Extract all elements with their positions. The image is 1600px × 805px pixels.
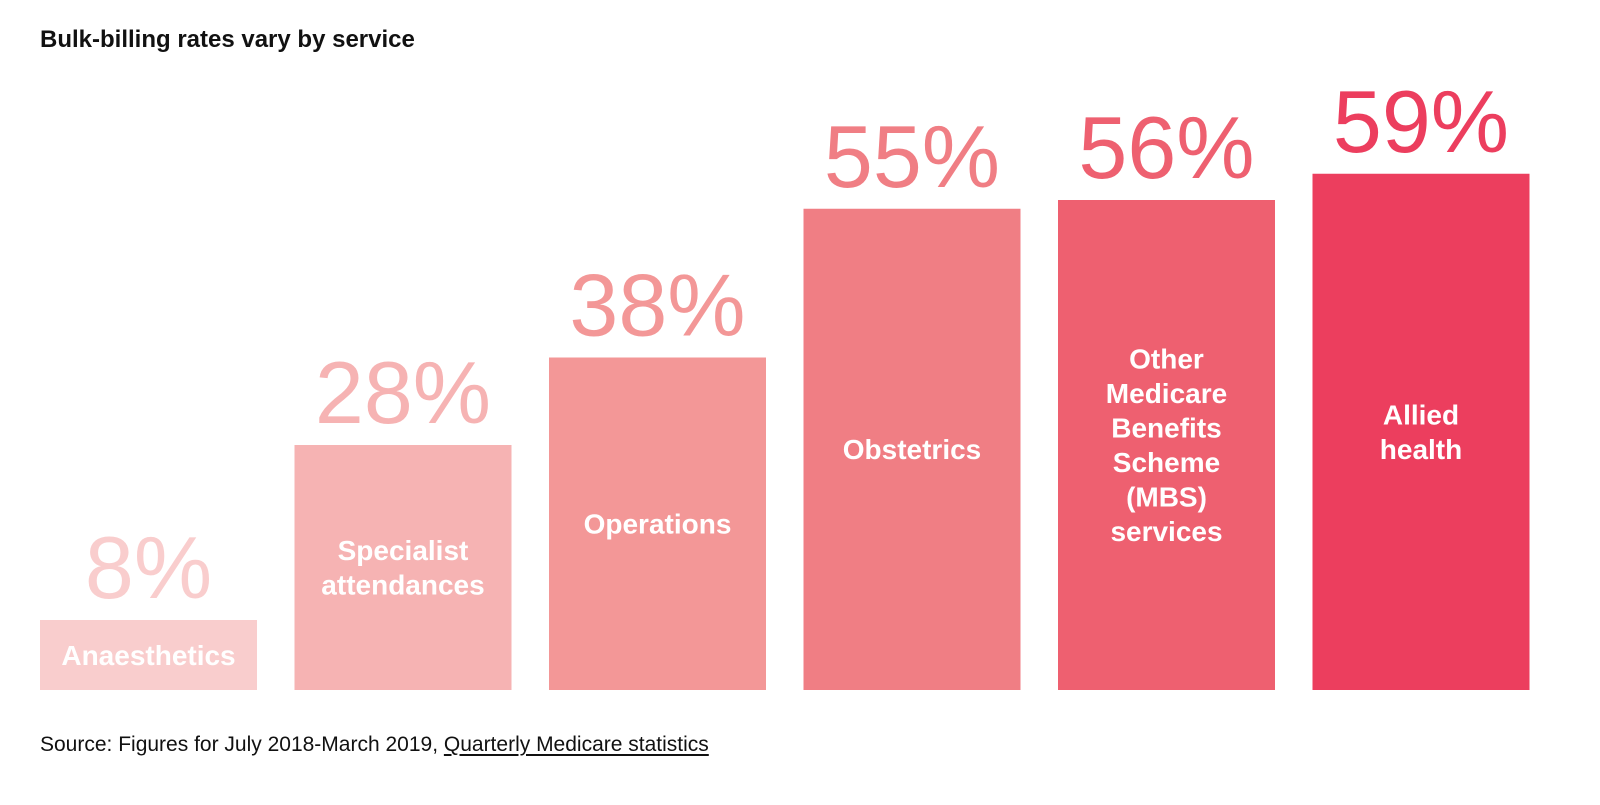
category-label-line: (MBS) bbox=[1126, 482, 1207, 513]
category-label-line: Other bbox=[1129, 344, 1204, 375]
category-label-line: Allied bbox=[1383, 399, 1459, 430]
category-label-line: Scheme bbox=[1113, 447, 1220, 478]
category-label-line: Specialist bbox=[338, 535, 469, 566]
category-label-line: Anaesthetics bbox=[61, 640, 235, 671]
value-label-obstetrics: 55% bbox=[824, 107, 1000, 206]
value-label-anaesthetics: 8% bbox=[85, 518, 212, 617]
source-prefix: Source: Figures for July 2018-March 2019… bbox=[40, 733, 444, 756]
category-label-line: attendances bbox=[321, 570, 484, 601]
category-label-other-medicare-benefits-scheme-mbs-services: Other Medicare Benefits Scheme (MBS) services bbox=[1106, 344, 1227, 548]
category-label-operations: Operations bbox=[584, 509, 732, 540]
category-label-anaesthetics: Anaesthetics bbox=[61, 640, 235, 671]
category-label-line: Medicare bbox=[1106, 378, 1227, 409]
category-label-allied-health: Allied health bbox=[1380, 399, 1462, 465]
bar-specialist-attendances bbox=[294, 445, 512, 690]
bar-other-medicare-benefits-scheme-mbs-services bbox=[1058, 200, 1275, 690]
category-label-line: Operations bbox=[584, 509, 732, 540]
value-label-operations: 38% bbox=[569, 256, 745, 355]
category-label-line: health bbox=[1380, 434, 1462, 465]
bar-chart: 8% Anaesthetics 28% Specialist attendances 38… bbox=[40, 72, 1530, 690]
bar-allied-health bbox=[1312, 173, 1530, 690]
source-link[interactable]: Quarterly Medicare statistics bbox=[443, 733, 709, 756]
source-note: Source: Figures for July 2018-March 2019… bbox=[40, 733, 709, 757]
category-label-line: Obstetrics bbox=[843, 434, 982, 465]
category-label-line: Benefits bbox=[1111, 413, 1221, 444]
category-label-line: services bbox=[1110, 516, 1222, 547]
bar-anaesthetics bbox=[40, 620, 257, 690]
value-label-other-medicare-benefits-scheme-mbs-services: 56% bbox=[1078, 98, 1254, 197]
category-label-specialist-attendances: Specialist attendances bbox=[321, 535, 484, 601]
bar-operations bbox=[549, 357, 766, 690]
category-label-obstetrics: Obstetrics bbox=[843, 434, 982, 465]
chart-title: Bulk-billing rates vary by service bbox=[40, 26, 415, 53]
value-label-allied-health: 59% bbox=[1333, 72, 1509, 171]
value-label-specialist-attendances: 28% bbox=[315, 343, 491, 442]
bar-obstetrics bbox=[803, 208, 1021, 690]
